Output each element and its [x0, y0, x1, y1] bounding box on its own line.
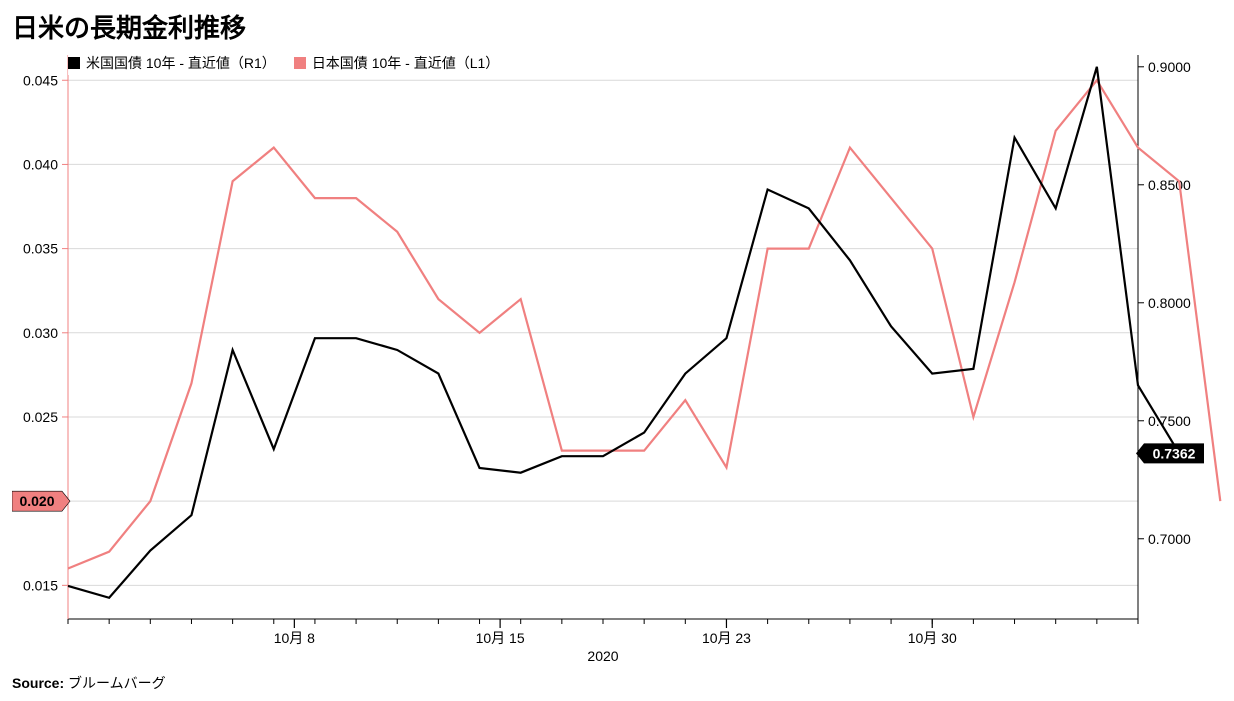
svg-text:0.015: 0.015: [23, 577, 58, 593]
legend-item-us: 米国国債 10年 - 直近値（R1）: [68, 53, 276, 73]
svg-text:10月 15: 10月 15: [476, 630, 525, 646]
svg-text:10月 8: 10月 8: [274, 630, 315, 646]
svg-text:2020: 2020: [587, 648, 618, 664]
source-value: ブルームバーグ: [68, 675, 166, 691]
legend-label-jp: 日本国債 10年 - 直近値（L1）: [312, 53, 499, 73]
source-label: Source:: [12, 675, 64, 691]
svg-text:0.040: 0.040: [23, 156, 58, 172]
svg-text:0.025: 0.025: [23, 409, 58, 425]
legend-swatch-us: [68, 57, 80, 69]
legend: 米国国債 10年 - 直近値（R1） 日本国債 10年 - 直近値（L1）: [68, 51, 499, 75]
svg-text:0.7000: 0.7000: [1148, 531, 1191, 547]
legend-label-us: 米国国債 10年 - 直近値（R1）: [86, 53, 276, 73]
svg-text:0.9000: 0.9000: [1148, 59, 1191, 75]
svg-text:0.035: 0.035: [23, 241, 58, 257]
svg-text:0.8000: 0.8000: [1148, 295, 1191, 311]
svg-text:0.020: 0.020: [19, 493, 54, 509]
legend-item-jp: 日本国債 10年 - 直近値（L1）: [294, 53, 499, 73]
svg-text:0.7362: 0.7362: [1153, 445, 1196, 461]
svg-text:10月 23: 10月 23: [702, 630, 751, 646]
source-line: Source: ブルームバーグ: [12, 673, 1222, 693]
chart-title: 日米の長期金利推移: [12, 8, 1222, 45]
svg-text:0.7500: 0.7500: [1148, 413, 1191, 429]
chart-svg: 10月 8 10月 15 10月 23 10月 30 2020 0.015 0.020 0.0…: [12, 49, 1222, 667]
svg-text:10月 30: 10月 30: [908, 630, 957, 646]
svg-text:0.045: 0.045: [23, 72, 58, 88]
chart-container: 米国国債 10年 - 直近値（R1） 日本国債 10年 - 直近値（L1） 10…: [12, 49, 1222, 667]
svg-text:0.8500: 0.8500: [1148, 177, 1191, 193]
svg-text:0.030: 0.030: [23, 325, 58, 341]
legend-swatch-jp: [294, 57, 306, 69]
